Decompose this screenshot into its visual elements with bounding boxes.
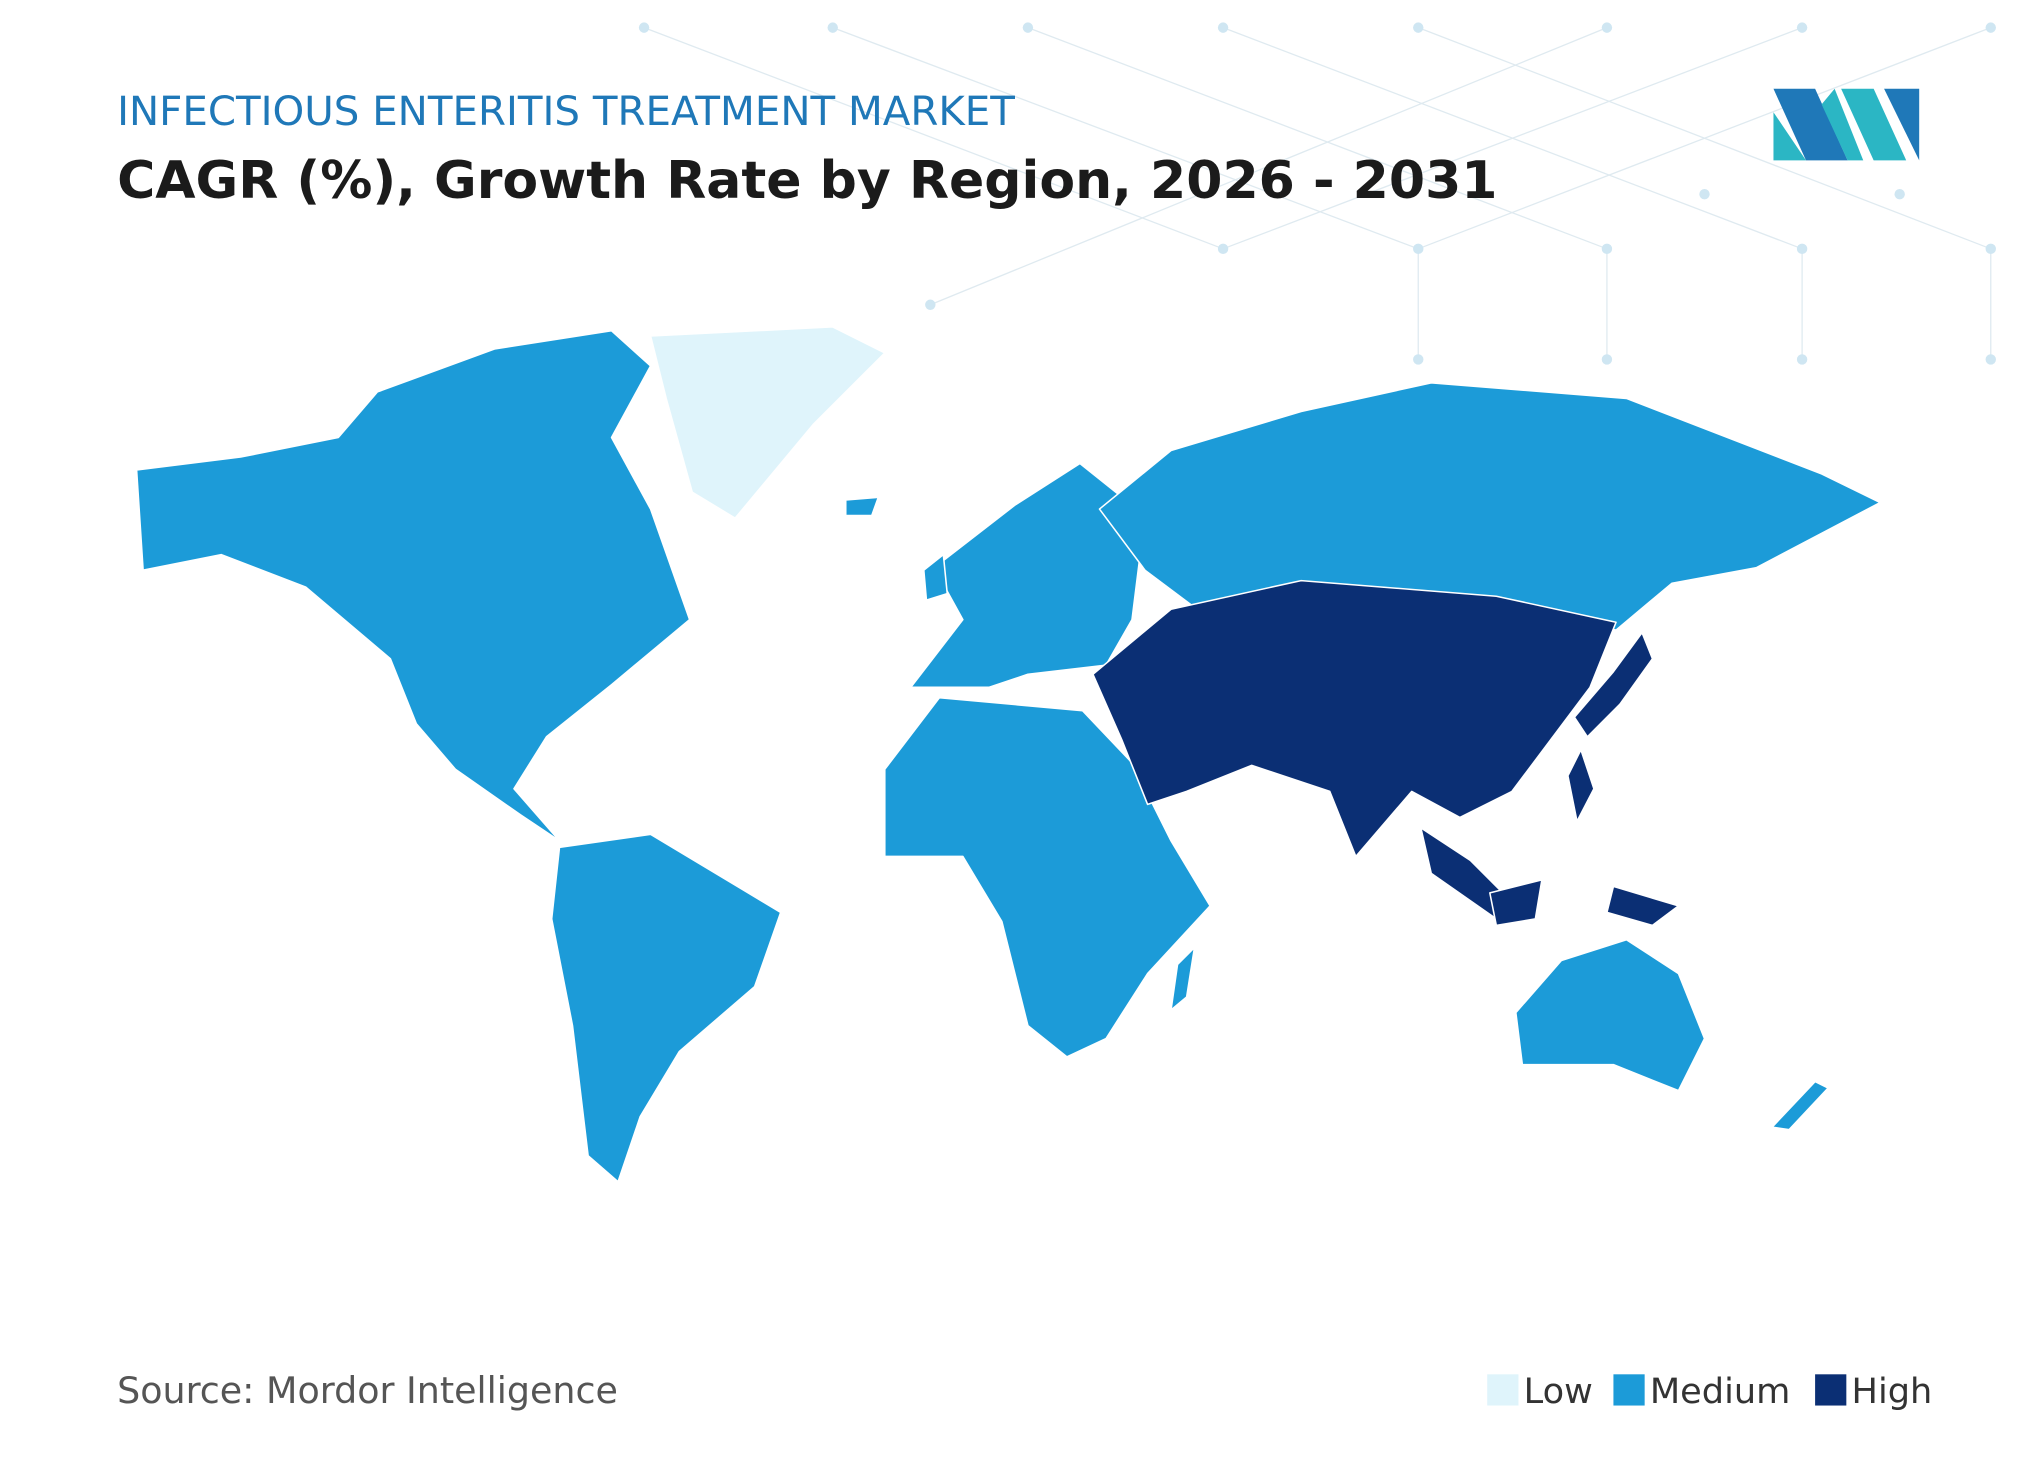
region xyxy=(1573,631,1654,738)
legend-label: Low xyxy=(1524,1371,1593,1412)
region xyxy=(844,496,880,517)
region xyxy=(550,833,782,1183)
region xyxy=(1092,579,1617,858)
legend-label: High xyxy=(1852,1371,1933,1412)
legend-swatch xyxy=(1815,1374,1847,1406)
region xyxy=(1567,748,1595,823)
source: Source: Mordor Intelligence xyxy=(117,1369,618,1412)
region xyxy=(1489,879,1543,927)
title: INFECTIOUS ENTERITIS TREATMENT MARKET xyxy=(117,88,1015,135)
region xyxy=(1606,885,1680,927)
background-pattern xyxy=(638,22,1996,365)
world-map xyxy=(135,326,1881,1183)
legend-swatch xyxy=(1613,1374,1645,1406)
region xyxy=(1771,1080,1829,1131)
legend-label: Medium xyxy=(1650,1371,1790,1412)
logo xyxy=(1773,88,1920,161)
region xyxy=(1515,938,1706,1092)
region xyxy=(1098,382,1881,631)
legend: Low Medium High xyxy=(1487,1371,1932,1412)
region xyxy=(923,553,949,601)
region xyxy=(1170,946,1196,1011)
region xyxy=(135,330,691,842)
region xyxy=(884,696,1211,1058)
legend-swatch xyxy=(1487,1374,1519,1406)
region xyxy=(649,326,886,519)
subtitle: CAGR (%), Growth Rate by Region, 2026 - … xyxy=(117,151,1497,211)
